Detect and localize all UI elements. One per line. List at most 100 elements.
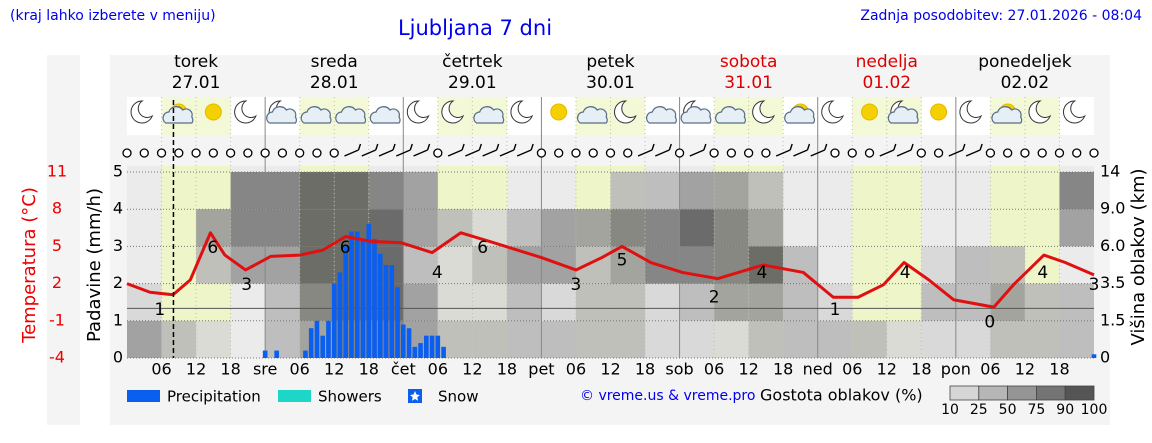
temperature-label: 4 (432, 263, 443, 283)
cloud-cell (714, 209, 749, 247)
precip-bar (412, 346, 418, 358)
wind-barb (396, 143, 413, 157)
wind-calm (761, 148, 771, 158)
weather-icon (784, 103, 816, 124)
y-axis-title: Padavine (mm/h) (84, 188, 105, 342)
cloud (369, 106, 401, 124)
cloud-cell (610, 320, 646, 358)
cloud-cell (748, 209, 784, 247)
cloud-cell (575, 209, 611, 247)
x-tick-label: 18 (220, 360, 240, 379)
precip-bar (383, 265, 389, 358)
t-tick-label: -1 (49, 310, 65, 329)
legend-label: Precipitation (167, 388, 261, 406)
day-name: nedelja (856, 52, 918, 72)
temperature-label: 6 (207, 238, 218, 258)
moon (1028, 100, 1052, 124)
cloud-cell (921, 283, 956, 321)
x-tick-label: ned (803, 360, 833, 379)
weather-icon (861, 103, 879, 121)
x-tick-label: 18 (635, 360, 655, 379)
wind-barb (499, 143, 517, 157)
day-date: 28.01 (310, 73, 359, 93)
cloud-cell (990, 320, 1025, 358)
y2-tick-label: 3.5 (1100, 273, 1125, 292)
x-tick-label: 06 (980, 360, 1000, 379)
weather-icon (266, 100, 298, 124)
cloud-cell (506, 283, 542, 321)
sun (861, 103, 879, 121)
day-date: 30.01 (586, 73, 635, 93)
weather-icon (930, 103, 948, 121)
x-tick-label: sob (665, 360, 693, 379)
sun (930, 103, 948, 121)
t-axis-title: Temperatura (°C) (19, 187, 40, 344)
cloud-cell (679, 172, 715, 210)
temperature-label: 3 (1089, 275, 1100, 295)
y-tick-label: 3 (113, 236, 123, 255)
day-date: 29.01 (448, 73, 497, 93)
day-date: 31.01 (724, 73, 773, 93)
x-tick-label: pet (528, 360, 554, 379)
cloud-cell (230, 209, 266, 247)
x-tick-label: 18 (1049, 360, 1069, 379)
cloud-cell (645, 320, 680, 358)
wind-barb (793, 143, 811, 157)
cloud-cell (437, 209, 473, 247)
y-tick-label: 4 (113, 199, 123, 218)
wind-calm (623, 148, 633, 158)
wind-calm (985, 148, 996, 158)
weather-icon (335, 106, 367, 124)
temperature-label: 4 (1037, 263, 1048, 283)
precip-bar (308, 328, 314, 358)
cloud-cell (299, 209, 335, 247)
cloud-cell (437, 246, 473, 284)
precip-bar (435, 335, 441, 358)
moon (614, 100, 637, 124)
precip-bar (424, 335, 429, 358)
precip-bar (274, 350, 279, 358)
wind-calm (208, 148, 218, 158)
wind-barb (516, 143, 534, 157)
cloud-cell (196, 320, 231, 358)
cloud-cell (679, 320, 715, 358)
cloud-cell (403, 172, 438, 210)
t-tick-label: -4 (49, 348, 65, 367)
precip-bar (1091, 354, 1097, 358)
cloud-cell (196, 209, 231, 247)
t-tick-label: 5 (52, 236, 62, 255)
wind-calm (830, 148, 840, 158)
wind-calm (916, 148, 926, 158)
legend-swatch (278, 390, 311, 402)
wind-calm (674, 148, 685, 158)
wind-calm (122, 148, 132, 158)
y2-axis-title: Višina oblakov (km) (1128, 168, 1149, 345)
cloud-cell (610, 172, 646, 210)
weather-icon (369, 106, 401, 124)
cloud-cell (783, 320, 818, 358)
moon (1063, 100, 1086, 124)
snow-star (409, 391, 420, 401)
cloud-scale-box (1036, 385, 1066, 401)
cloud-cell (783, 283, 818, 321)
wind-calm (554, 148, 564, 158)
wind-barb (896, 143, 914, 157)
temperature-label: 4 (900, 263, 911, 283)
cloud-cell (265, 320, 300, 358)
temperature-label: 3 (571, 275, 582, 295)
precip-bar (395, 287, 400, 358)
cloud-cell (403, 209, 438, 247)
y2-tick-label: 9.0 (1100, 199, 1125, 218)
wind-calm (433, 148, 443, 158)
cloud-cell (886, 320, 922, 358)
wind-calm (312, 148, 322, 158)
weather-icon (510, 100, 534, 124)
x-tick-label: čet (391, 360, 416, 379)
cloud-cell (472, 320, 507, 358)
t-tick-label: 2 (52, 273, 62, 292)
cloud-cell (265, 283, 300, 321)
weather-icon (1063, 100, 1086, 124)
temperature-label: 3 (241, 275, 252, 295)
